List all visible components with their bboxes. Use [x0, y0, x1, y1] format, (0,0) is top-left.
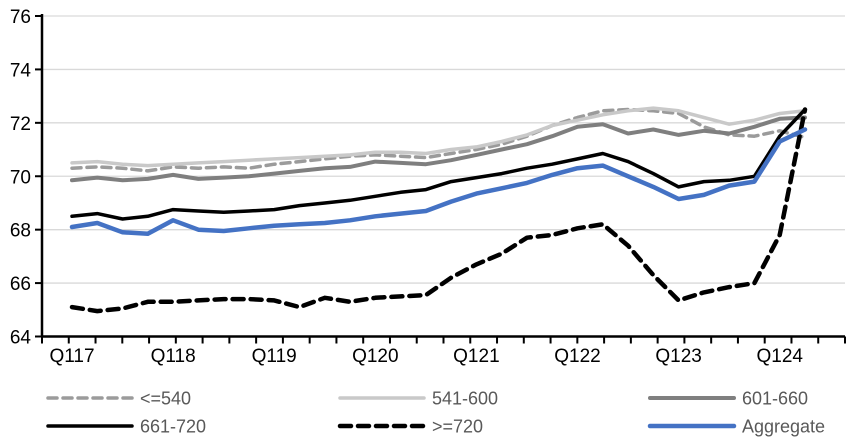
y-axis-tick-label: 72	[10, 114, 31, 135]
legend-item: Aggregate	[647, 417, 825, 437]
legend-item: >=720	[337, 417, 483, 437]
x-axis-tick-label: Q121	[453, 346, 499, 367]
series-line-601660	[70, 115, 807, 183]
legend-label: >=720	[432, 417, 483, 437]
legend-label: <=540	[140, 389, 191, 409]
series-line-Aggregate	[69, 127, 808, 236]
series-line-540	[70, 107, 807, 173]
series-line-661720	[70, 107, 807, 221]
series-line-720	[69, 107, 808, 314]
legend-label: 601-660	[742, 389, 808, 409]
y-axis-tick-label: 66	[10, 274, 31, 295]
x-axis-tick-label: Q124	[756, 346, 803, 367]
legend-label: 661-720	[140, 417, 206, 437]
x-axis-tick-label: Q119	[252, 346, 297, 367]
y-axis-tick-label: 76	[10, 7, 31, 28]
legend-label: 541-600	[432, 389, 498, 409]
legend-item: <=540	[46, 389, 191, 409]
legend-item: 601-660	[648, 389, 808, 409]
legend-item: 661-720	[46, 417, 206, 437]
y-axis-tick-label: 68	[10, 221, 31, 242]
x-axis-tick-label: Q122	[554, 346, 600, 367]
y-axis-tick-label: 64	[10, 328, 32, 349]
legend-label: Aggregate	[742, 417, 825, 437]
x-axis-tick-label: Q123	[655, 346, 701, 367]
x-axis-tick-label: Q117	[49, 346, 94, 367]
x-axis-tick-label: Q118	[151, 346, 196, 367]
y-axis-tick-label: 70	[10, 167, 31, 188]
x-axis-tick-label: Q120	[352, 346, 398, 367]
legend-item: 541-600	[338, 389, 498, 409]
series-line-541600	[70, 106, 807, 168]
y-axis-tick-label: 74	[10, 60, 32, 81]
